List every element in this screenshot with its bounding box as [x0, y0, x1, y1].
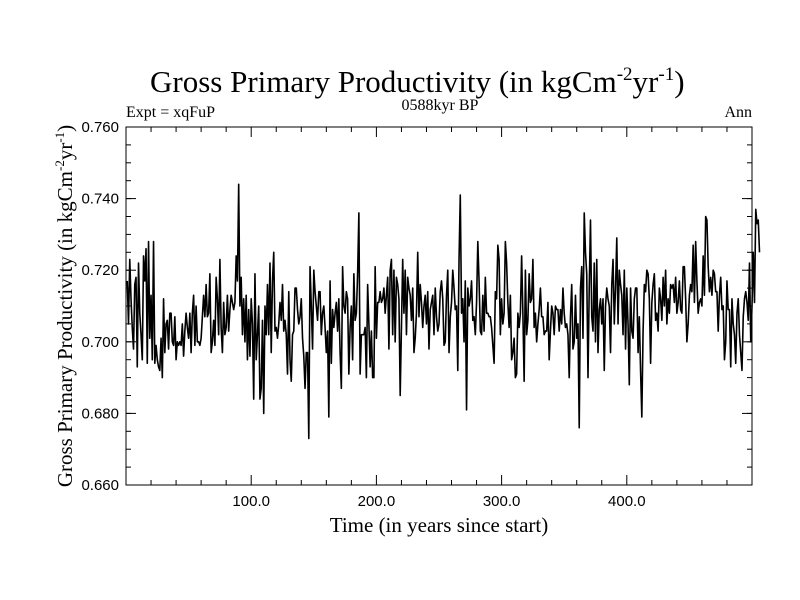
y-axis-label: Gross Primary Productivity (in kgCm-2yr-… [52, 125, 77, 487]
y-axis-label-unit-exp1: -2 [52, 160, 67, 171]
x-tick-labels: 100.0 200.0 300.0 400.0 [232, 493, 645, 510]
period-label: 0588kyr BP [402, 97, 479, 114]
y-axis-label-main: Gross Primary Productivity (in kgCm [53, 171, 77, 487]
y-tick-label: 0.700 [81, 334, 119, 351]
y-axis-label-unit-mid: yr [53, 143, 77, 161]
season-label: Ann [724, 104, 752, 121]
y-tick-label: 0.760 [81, 119, 119, 136]
chart-title-unit-exp2: -1 [658, 64, 674, 85]
x-tick-label: 200.0 [358, 493, 396, 510]
x-axis-label: Time (in years since start) [330, 513, 549, 537]
y-tick-label: 0.720 [81, 262, 119, 279]
x-tick-label: 100.0 [232, 493, 270, 510]
chart-title: Gross Primary Productivity (in kgCm-2yr-… [150, 64, 685, 99]
x-tick-label: 400.0 [608, 493, 646, 510]
y-tick-labels: 0.660 0.680 0.700 0.720 0.740 0.760 [81, 119, 119, 494]
y-tick-label: 0.680 [81, 405, 119, 422]
x-tick-label: 300.0 [483, 493, 521, 510]
chart-title-unit-exp1: -2 [617, 64, 633, 85]
chart-title-main: Gross Primary Productivity (in kgCm [150, 64, 617, 99]
experiment-label: Expt = xqFuP [126, 104, 215, 121]
y-tick-label: 0.660 [81, 477, 119, 494]
y-axis-label-unit-end: ) [53, 125, 77, 132]
chart-title-unit-end: ) [674, 64, 684, 99]
chart-title-unit-mid: yr [633, 64, 660, 99]
y-tick-label: 0.740 [81, 191, 119, 208]
gpp-series-line [126, 183, 761, 440]
y-axis-label-unit-exp2: -1 [52, 132, 67, 143]
